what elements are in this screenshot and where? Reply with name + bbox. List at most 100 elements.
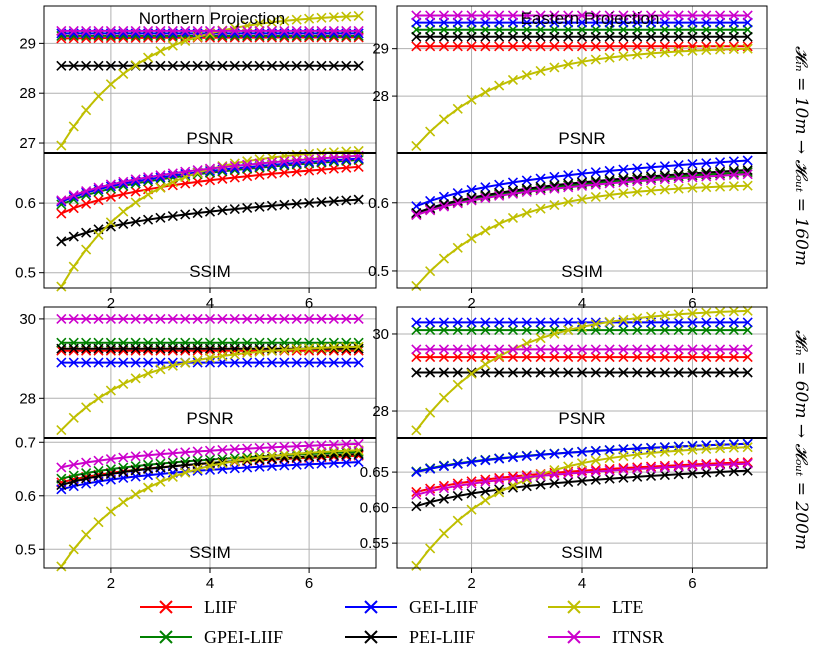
data-point (618, 367, 629, 378)
data-point (425, 10, 436, 21)
data-point (242, 60, 253, 71)
data-point (130, 186, 141, 197)
data-point (673, 325, 684, 336)
data-point (192, 165, 203, 176)
legend-marker (567, 630, 581, 644)
y-tick-label: 0.60 (360, 500, 389, 517)
data-point (279, 60, 290, 71)
data-point (590, 367, 601, 378)
data-point (81, 244, 92, 255)
data-point (242, 202, 253, 214)
data-point (167, 60, 178, 71)
data-point (549, 10, 560, 21)
data-point (618, 10, 629, 21)
data-point (217, 173, 228, 184)
data-point (142, 172, 154, 183)
data-point (93, 182, 104, 193)
data-point (266, 461, 278, 472)
data-point (521, 175, 532, 186)
data-point (659, 310, 670, 321)
data-point (316, 458, 327, 469)
data-point (242, 453, 253, 465)
data-point (466, 317, 477, 328)
data-point (728, 344, 739, 355)
data-point (687, 459, 698, 470)
data-point (728, 442, 739, 453)
data-point (130, 373, 141, 384)
data-point (328, 357, 339, 368)
data-point (535, 470, 546, 481)
data-point (254, 357, 265, 368)
data-point (535, 203, 546, 214)
data-point (535, 469, 546, 480)
data-point (535, 479, 546, 490)
legend-label: GEI-LIIF (409, 597, 478, 617)
data-point (742, 367, 753, 378)
data-point (130, 345, 141, 356)
data-point (204, 60, 216, 71)
data-point (466, 325, 477, 336)
data-point (142, 368, 154, 379)
data-point (411, 501, 422, 512)
data-point (266, 313, 278, 324)
data-point (155, 182, 166, 193)
row-label-top: 𝓗ᵢₙ = 10m → 𝓗ₒᵤₜ = 160m (791, 46, 811, 266)
data-point (438, 191, 450, 202)
data-point (167, 168, 178, 179)
data-point (618, 472, 629, 483)
data-point (521, 367, 532, 378)
data-point (68, 313, 79, 324)
data-point (632, 352, 643, 363)
data-point (118, 343, 129, 354)
data-point (304, 13, 315, 24)
data-point (425, 317, 436, 328)
data-point (341, 11, 352, 22)
data-point (549, 41, 560, 52)
data-point (155, 449, 166, 460)
data-point (742, 442, 753, 453)
data-point (425, 543, 436, 554)
data-point (480, 352, 491, 363)
row-label-bottom: 𝓗ᵢₙ = 60m → 𝓗ₒᵤₜ = 200m (791, 330, 811, 550)
data-point (93, 229, 104, 240)
data-point (728, 31, 739, 42)
series-lte (56, 341, 364, 436)
data-point (590, 41, 601, 52)
data-point (618, 463, 629, 474)
data-point (687, 308, 698, 319)
data-point (118, 462, 129, 473)
data-point (535, 325, 546, 336)
data-point (438, 114, 450, 125)
data-point (521, 352, 532, 363)
data-point (425, 497, 436, 508)
data-point (452, 198, 463, 209)
data-point (266, 152, 278, 163)
data-point (452, 187, 463, 199)
data-point (142, 52, 154, 63)
data-point (328, 25, 339, 36)
data-point (56, 480, 67, 491)
data-point (142, 345, 154, 356)
data-point (618, 464, 629, 475)
data-point (353, 194, 364, 205)
data-point (728, 44, 739, 55)
data-point (411, 467, 422, 478)
data-point (130, 25, 141, 36)
data-point (81, 198, 92, 209)
data-point (728, 457, 739, 468)
data-point (411, 317, 422, 328)
legend-item-gpei-liif: GPEI-LIIF (140, 627, 283, 647)
data-point (242, 347, 253, 359)
data-point (604, 445, 615, 456)
data-point (142, 482, 154, 493)
data-point (353, 343, 364, 354)
data-point (438, 253, 450, 264)
data-point (229, 25, 240, 36)
data-point (56, 313, 67, 324)
data-point (105, 345, 116, 356)
data-point (576, 180, 588, 191)
data-point (242, 343, 253, 354)
data-point (494, 41, 505, 52)
data-point (105, 357, 116, 368)
data-point (438, 483, 450, 494)
